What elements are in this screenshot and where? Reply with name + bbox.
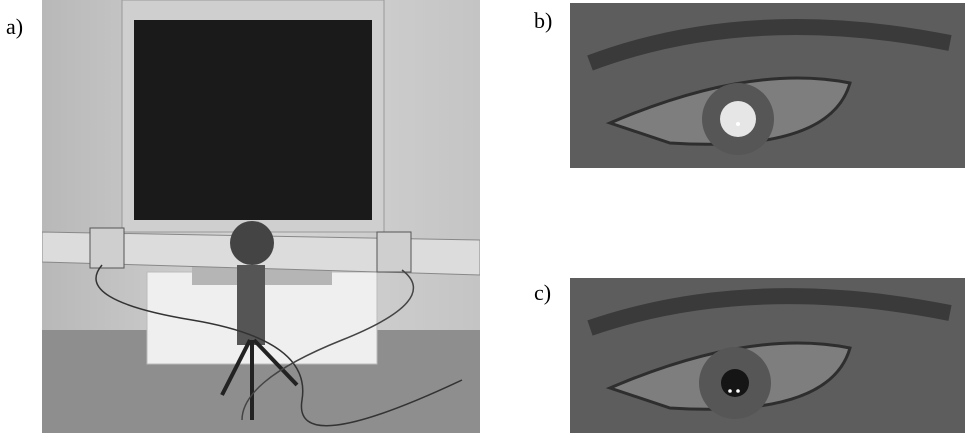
panel-label: b): [534, 8, 552, 34]
figure: a) b) c): [0, 0, 970, 433]
panel-label: a): [6, 14, 23, 40]
photo-eye-dark-pupil: [570, 278, 965, 433]
photo-setup: [42, 0, 480, 433]
panel-label: c): [534, 280, 551, 306]
photo-eye-bright-pupil: [570, 3, 965, 168]
